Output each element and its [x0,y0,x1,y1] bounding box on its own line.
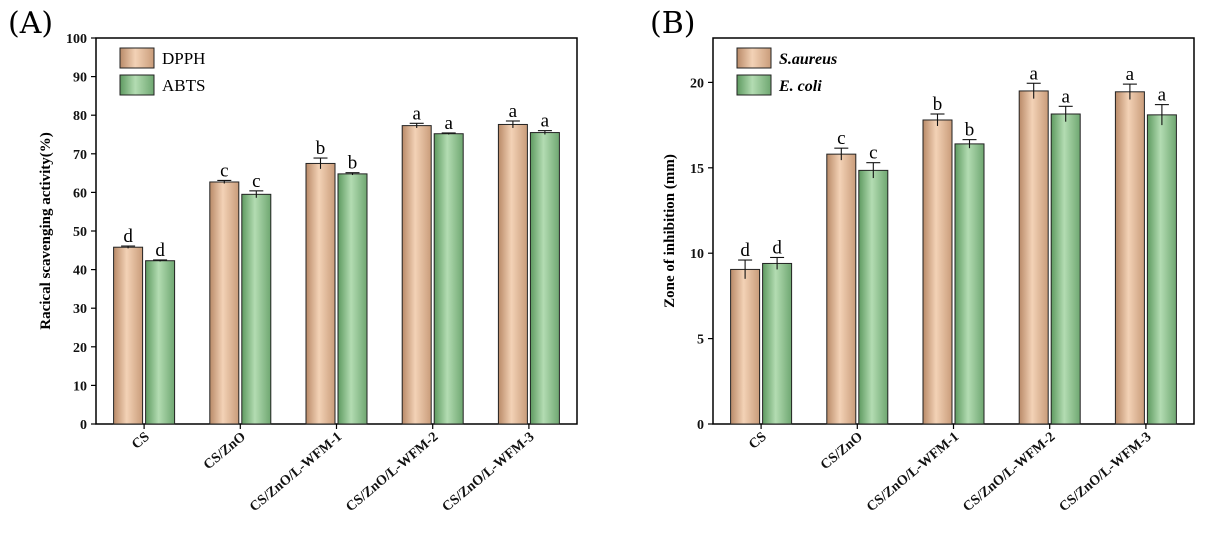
y-axis-title: Zone of inhibition (mm) [662,154,678,308]
bar [954,143,985,425]
y-tick-label: 100 [66,32,87,47]
significance-letter: d [772,237,782,258]
y-tick-label: 20 [73,341,87,356]
y-tick-label: 5 [697,333,704,348]
category-label: CS/ZnO/L-WFM-2 [343,430,441,515]
significance-letter: c [220,160,228,181]
significance-letter: c [869,143,877,164]
significance-letter: a [444,113,453,134]
significance-letter: d [123,226,133,247]
legend-label: ABTS [162,76,205,95]
y-tick-label: 0 [697,418,704,433]
category-label: CS/ZnO [201,430,249,474]
significance-letter: a [509,101,518,122]
bar [858,169,889,425]
significance-letter: a [1029,63,1038,84]
category-label: CS/ZnO/L-WFM-2 [960,430,1058,515]
category-label: CS/ZnO/L-WFM-3 [440,430,538,515]
legend-label: DPPH [162,49,205,68]
legend-swatch [736,47,772,69]
bar [1018,90,1049,425]
category-label: CS/ZnO/L-WFM-1 [864,430,962,515]
bar [433,133,464,425]
category-label: CS [129,429,153,452]
bar [826,153,857,425]
category-label: CS/ZnO/L-WFM-3 [1057,430,1155,515]
legend-label: S.aureus [779,51,837,68]
legend-swatch [119,47,155,69]
significance-letter: a [412,103,421,124]
significance-letter: a [1126,64,1135,85]
significance-letter: c [252,171,260,192]
panel-b-chart: (B) 0 5 10 15 20 Zone of inhibition (mm) CS d d CS… [650,6,1195,515]
y-axis-title: Racical scavenging activity(%) [38,132,54,329]
y-tick-label: 10 [690,247,704,262]
bar [241,193,272,425]
significance-letter: a [1061,86,1070,107]
bar [1050,113,1081,425]
y-tick-label: 80 [73,109,87,124]
panel-label: (B) [650,6,695,41]
y-tick-label: 40 [73,264,87,279]
y-tick-label: 60 [73,186,87,201]
significance-letter: b [316,138,326,159]
y-tick-label: 50 [73,225,87,240]
significance-letter: b [348,153,358,174]
significance-letter: a [541,111,550,132]
y-tick-label: 90 [73,71,87,86]
bar [497,123,528,425]
bar [145,260,176,425]
y-tick-label: 70 [73,148,87,163]
significance-letter: b [965,120,975,141]
bar [305,162,336,425]
category-label: CS [746,429,770,452]
y-tick-label: 15 [690,162,704,177]
significance-letter: a [1158,85,1167,106]
bar [401,125,432,425]
significance-letter: c [837,128,845,149]
bar [209,181,240,425]
bar [730,268,761,425]
legend-label: E. coli [778,78,822,95]
panel-label: (A) [8,6,53,41]
bar [922,119,953,425]
legend-swatch [119,74,155,96]
significance-letter: d [740,240,750,261]
y-tick-label: 0 [80,418,87,433]
y-tick-label: 20 [690,76,704,91]
y-tick-label: 30 [73,302,87,317]
bar [762,262,793,425]
significance-letter: d [155,240,165,261]
panel-a-chart: (A) 0 10 20 30 40 50 60 70 80 90 100 Racical scaveng… [8,6,578,515]
category-label: CS/ZnO/L-WFM-1 [247,430,345,515]
category-label: CS/ZnO [818,430,866,474]
bar [337,173,368,425]
legend-swatch [736,74,772,96]
bar [1114,91,1145,425]
bar [1146,114,1177,425]
y-tick-label: 10 [73,379,87,394]
bar [113,246,144,425]
significance-letter: b [933,94,943,115]
bar [529,132,560,425]
